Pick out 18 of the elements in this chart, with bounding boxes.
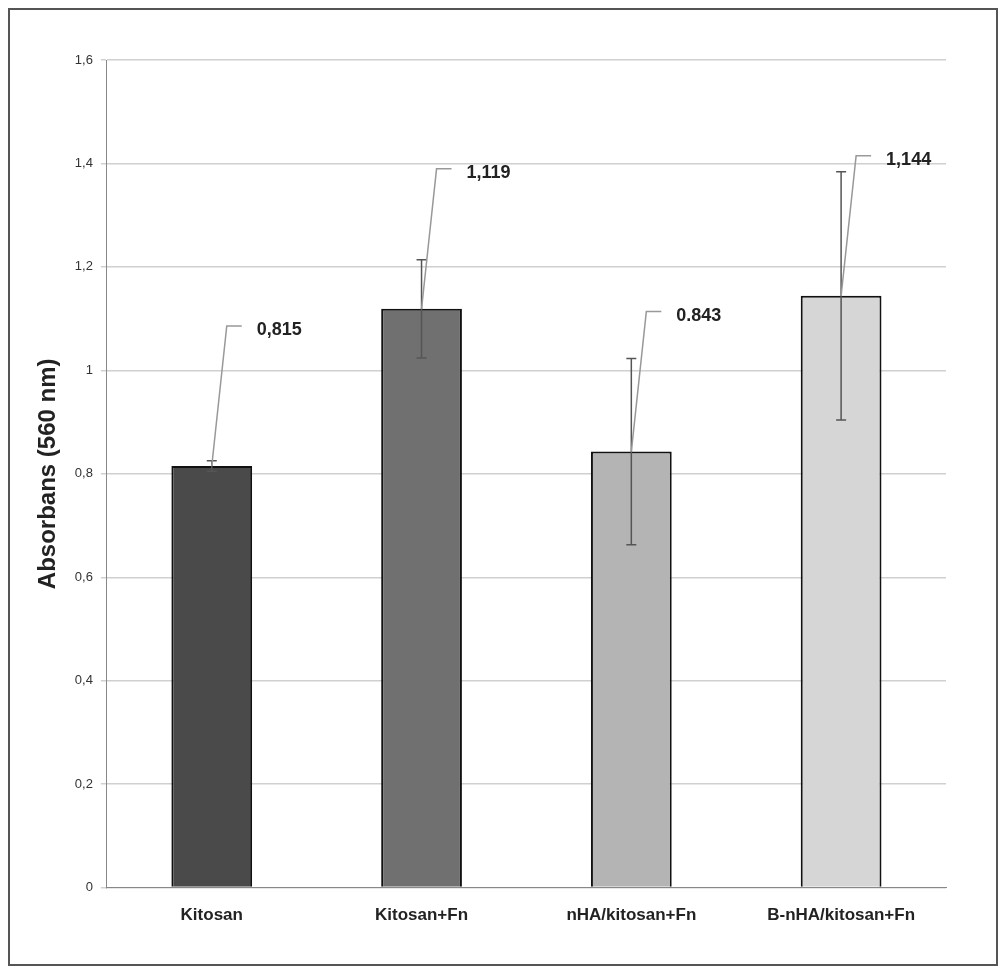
y-tick-label: 0,8 <box>74 465 93 481</box>
x-tick-label: Kitosan+Fn <box>375 905 469 925</box>
y-tick-label: 1 <box>85 361 93 377</box>
y-tick-label: 1,4 <box>74 155 93 171</box>
x-tick-label: B-nHA/kitosan+Fn <box>767 905 916 925</box>
data-label: 1,144 <box>886 148 932 169</box>
x-tick-label: Kitosan <box>180 905 243 925</box>
data-label: 1,119 <box>466 161 511 182</box>
data-label: 0,815 <box>256 319 302 340</box>
y-tick-label: 0,4 <box>74 672 93 688</box>
y-tick-label: 1,6 <box>74 51 93 67</box>
y-axis-title: Absorbans (560 nm) <box>33 358 61 590</box>
y-tick-label: 0 <box>85 879 93 895</box>
data-label: 0.843 <box>676 304 722 325</box>
y-tick-label: 0,6 <box>74 568 93 584</box>
x-tick-label: nHA/kitosan+Fn <box>566 905 697 925</box>
y-tick-label: 0,2 <box>74 775 93 791</box>
y-tick-label: 1,2 <box>74 258 93 274</box>
